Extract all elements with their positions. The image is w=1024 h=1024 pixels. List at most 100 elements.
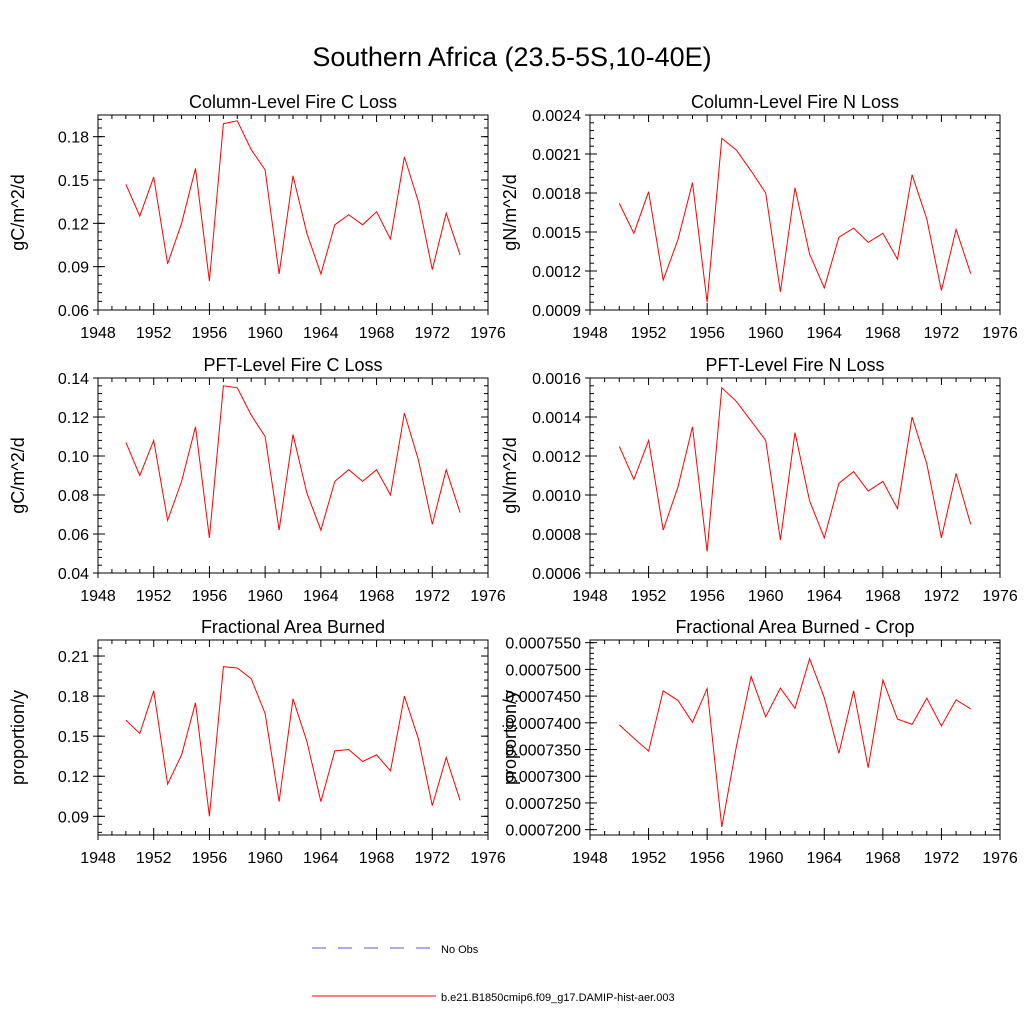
y-tick-label: 0.04	[58, 566, 89, 583]
y-tick-label: 0.0010	[532, 488, 581, 505]
y-tick-label: 0.0007400	[505, 716, 581, 733]
y-tick-label: 0.0007200	[505, 823, 581, 840]
x-tick-label: 1964	[806, 850, 842, 867]
chart-panel-6: Fractional Area Burned - Crop proportion/…	[500, 617, 1018, 867]
y-tick-label: 0.15	[58, 173, 89, 190]
panel-title: PFT-Level Fire N Loss	[705, 355, 884, 375]
x-tick-label: 1976	[470, 325, 506, 342]
x-tick-label: 1956	[689, 588, 725, 605]
y-axis-label: gN/m^2/d	[500, 174, 520, 250]
x-tick-label: 1964	[806, 325, 842, 342]
x-tick-label: 1956	[192, 850, 228, 867]
y-tick-label: 0.14	[58, 371, 89, 388]
x-tick-label: 1976	[470, 850, 506, 867]
chart-panel-5: Fractional Area Burned proportion/y 1948 19…	[8, 617, 506, 867]
y-tick-label: 0.18	[58, 130, 89, 147]
y-axis-label: proportion/y	[8, 690, 28, 785]
x-tick-label: 1960	[247, 325, 283, 342]
y-tick-label: 0.0008	[532, 527, 581, 544]
y-axis-label: gN/m^2/d	[500, 437, 520, 513]
plot-frame	[589, 114, 1001, 311]
series-line-1	[125, 385, 461, 538]
x-tick-label: 1968	[865, 325, 901, 342]
y-tick-label: 0.0006	[532, 566, 581, 583]
x-tick-label: 1960	[247, 850, 283, 867]
y-tick-label: 0.0007550	[505, 636, 581, 653]
x-tick-label: 1972	[414, 850, 450, 867]
y-tick-label: 0.06	[58, 527, 89, 544]
y-tick-label: 0.0015	[532, 225, 581, 242]
y-tick-label: 0.0007500	[505, 662, 581, 679]
y-tick-label: 0.0012	[532, 264, 581, 281]
x-tick-label: 1948	[80, 850, 116, 867]
x-tick-label: 1972	[924, 325, 960, 342]
x-tick-label: 1976	[982, 850, 1018, 867]
x-tick-label: 1960	[748, 588, 784, 605]
y-tick-label: 0.0024	[532, 108, 581, 125]
y-tick-label: 0.0018	[532, 186, 581, 203]
panel-title: Column-Level Fire N Loss	[691, 92, 899, 112]
x-tick-label: 1968	[359, 325, 395, 342]
chart-panel-1: Column-Level Fire C Loss gC/m^2/d 1948 1952…	[8, 92, 506, 342]
x-tick-label: 1972	[414, 325, 450, 342]
panel-title: Fractional Area Burned - Crop	[675, 617, 914, 637]
chart-panel-4: PFT-Level Fire N Loss gN/m^2/d 1948 1952 195…	[500, 355, 1018, 605]
plot-frame	[97, 639, 489, 836]
x-tick-label: 1964	[303, 850, 339, 867]
legend-label-no-obs: No Obs	[441, 944, 479, 956]
x-tick-label: 1964	[303, 325, 339, 342]
y-tick-label: 0.10	[58, 449, 89, 466]
y-tick-label: 0.21	[58, 649, 89, 666]
panel-title: Fractional Area Burned	[201, 617, 385, 637]
series-line-1	[618, 657, 971, 828]
x-tick-label: 1968	[359, 850, 395, 867]
x-tick-label: 1964	[303, 588, 339, 605]
x-tick-label: 1976	[982, 325, 1018, 342]
x-tick-label: 1952	[631, 588, 667, 605]
x-tick-label: 1968	[359, 588, 395, 605]
figure-title: Southern Africa (23.5-5S,10-40E)	[312, 42, 711, 72]
x-tick-label: 1976	[982, 588, 1018, 605]
x-tick-label: 1976	[470, 588, 506, 605]
x-tick-label: 1952	[136, 325, 172, 342]
chart-panel-3: PFT-Level Fire C Loss gC/m^2/d 1948 1952 195…	[8, 355, 506, 605]
chart-panel-2: Column-Level Fire N Loss gN/m^2/d 1948 1952…	[500, 92, 1018, 342]
x-tick-label: 1960	[247, 588, 283, 605]
y-tick-label: 0.0021	[532, 147, 581, 164]
y-tick-label: 0.0007300	[505, 769, 581, 786]
y-tick-label: 0.09	[58, 809, 89, 826]
y-tick-label: 0.0007250	[505, 796, 581, 813]
y-tick-label: 0.0014	[532, 410, 581, 427]
x-tick-label: 1956	[192, 588, 228, 605]
legend: No Obs b.e21.B1850cmip6.f09_g17.DAMIP-hi…	[312, 944, 675, 1004]
y-axis-label: proportion/y	[500, 690, 520, 785]
y-tick-label: 0.0009	[532, 303, 581, 320]
x-tick-label: 1952	[631, 325, 667, 342]
series-line-1	[125, 666, 461, 817]
x-tick-label: 1960	[748, 850, 784, 867]
x-tick-label: 1956	[689, 325, 725, 342]
x-tick-label: 1956	[689, 850, 725, 867]
y-tick-label: 0.15	[58, 729, 89, 746]
y-tick-label: 0.09	[58, 260, 89, 277]
series-line-1	[618, 137, 972, 303]
y-tick-label: 0.0007450	[505, 689, 581, 706]
x-tick-label: 1968	[865, 850, 901, 867]
panel-title: Column-Level Fire C Loss	[189, 92, 397, 112]
x-tick-label: 1972	[414, 588, 450, 605]
plot-frame	[589, 377, 1001, 574]
y-tick-label: 0.08	[58, 488, 89, 505]
x-tick-label: 1968	[865, 588, 901, 605]
y-tick-label: 0.06	[58, 303, 89, 320]
y-axis-label: gC/m^2/d	[8, 437, 28, 513]
panels-group: Column-Level Fire C Loss gC/m^2/d 1948 1952…	[8, 92, 1018, 867]
x-tick-label: 1948	[80, 588, 116, 605]
x-tick-label: 1972	[924, 588, 960, 605]
x-tick-label: 1952	[136, 850, 172, 867]
y-tick-label: 0.18	[58, 689, 89, 706]
series-line-1	[125, 120, 461, 282]
x-tick-label: 1948	[572, 325, 608, 342]
y-tick-label: 0.12	[58, 769, 89, 786]
x-tick-label: 1964	[806, 588, 842, 605]
plot-frame	[97, 377, 489, 574]
